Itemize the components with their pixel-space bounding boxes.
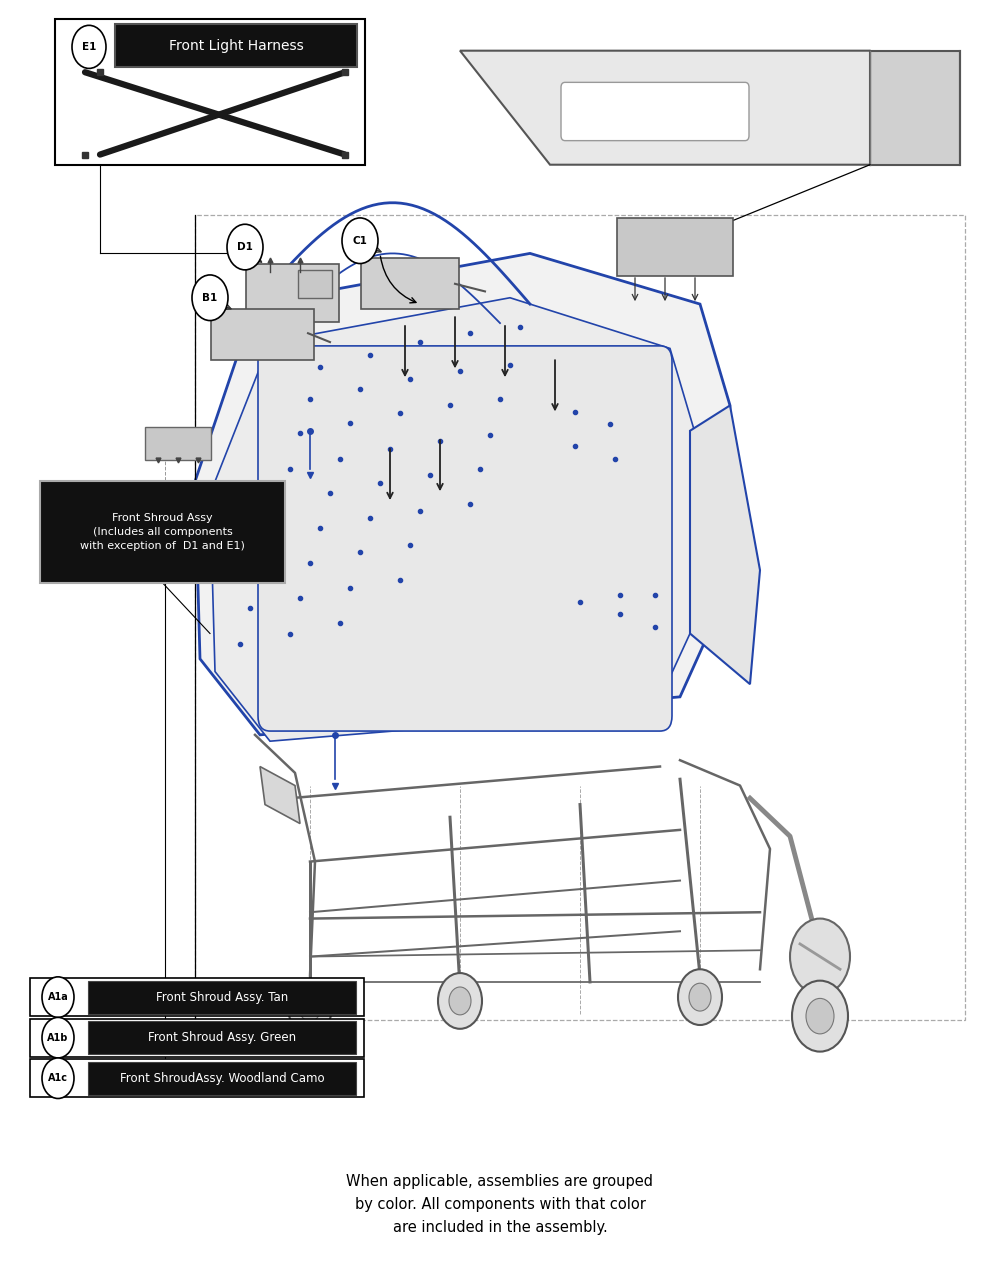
Circle shape [689,983,711,1011]
Circle shape [792,981,848,1052]
FancyBboxPatch shape [40,481,285,583]
Text: When applicable, assemblies are grouped
by color. All components with that color: When applicable, assemblies are grouped … [347,1173,654,1235]
FancyBboxPatch shape [361,258,459,309]
FancyBboxPatch shape [246,264,339,322]
Circle shape [227,224,263,270]
Circle shape [678,969,722,1025]
Polygon shape [260,767,300,824]
Circle shape [299,993,321,1021]
Circle shape [449,987,471,1015]
Text: Front ShroudAssy. Woodland Camo: Front ShroudAssy. Woodland Camo [120,1072,324,1085]
Circle shape [790,919,850,995]
Circle shape [42,1058,74,1098]
FancyBboxPatch shape [145,427,211,460]
FancyBboxPatch shape [298,270,332,298]
FancyBboxPatch shape [55,19,365,165]
Circle shape [42,1017,74,1058]
Circle shape [72,25,106,68]
FancyBboxPatch shape [88,1062,356,1095]
FancyBboxPatch shape [561,82,749,141]
Text: A1b: A1b [47,1033,69,1043]
FancyBboxPatch shape [115,24,357,67]
FancyBboxPatch shape [30,1059,364,1097]
Polygon shape [210,298,700,741]
Circle shape [342,218,378,264]
FancyBboxPatch shape [617,218,733,276]
FancyBboxPatch shape [88,981,356,1014]
Circle shape [438,973,482,1029]
Polygon shape [870,51,960,165]
Text: A1c: A1c [48,1073,68,1083]
Text: E1: E1 [82,42,96,52]
Text: Front Shroud Assy
(Includes all components
with exception of  D1 and E1): Front Shroud Assy (Includes all componen… [80,513,245,551]
FancyBboxPatch shape [211,309,314,360]
Circle shape [288,979,332,1035]
FancyBboxPatch shape [88,1021,356,1054]
Circle shape [42,977,74,1017]
Polygon shape [195,253,730,735]
Text: D1: D1 [237,242,253,252]
Polygon shape [690,405,760,684]
FancyBboxPatch shape [30,978,364,1016]
Text: Front Shroud Assy. Tan: Front Shroud Assy. Tan [156,991,288,1003]
FancyBboxPatch shape [258,346,672,731]
Text: Front Shroud Assy. Green: Front Shroud Assy. Green [148,1031,296,1044]
Text: B1: B1 [202,293,218,303]
FancyBboxPatch shape [30,1019,364,1057]
Polygon shape [460,51,960,165]
Text: Front Light Harness: Front Light Harness [169,38,303,53]
Text: C1: C1 [353,236,367,246]
Text: A1a: A1a [48,992,68,1002]
Circle shape [806,998,834,1034]
Circle shape [192,275,228,321]
